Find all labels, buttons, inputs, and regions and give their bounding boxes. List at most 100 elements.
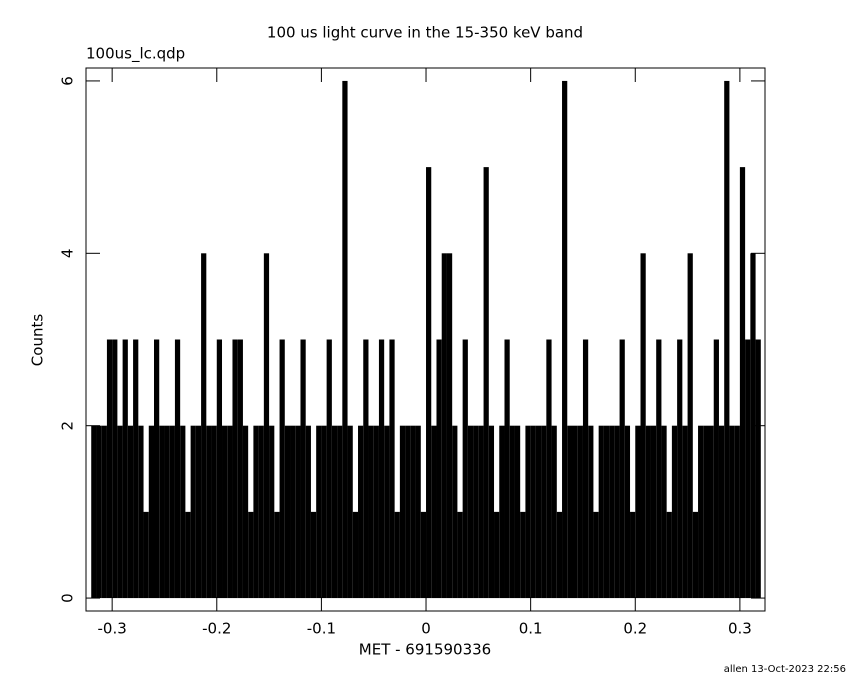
bar — [96, 425, 102, 599]
bars — [91, 80, 761, 599]
bar — [378, 339, 385, 599]
bar — [284, 425, 291, 599]
bar — [588, 425, 594, 599]
bar — [274, 511, 280, 599]
bar — [703, 425, 709, 599]
bar — [258, 425, 264, 599]
bar — [462, 339, 468, 599]
bar — [687, 253, 693, 599]
bar — [394, 511, 400, 599]
bar — [180, 425, 186, 599]
bar — [666, 511, 672, 599]
bar — [457, 511, 463, 599]
bar — [112, 339, 118, 599]
bar — [195, 425, 202, 599]
bar — [718, 425, 725, 599]
bar — [159, 425, 165, 599]
bar — [373, 425, 379, 599]
bar — [724, 80, 730, 599]
bar — [384, 425, 390, 599]
bar — [614, 425, 620, 599]
bar — [692, 511, 699, 599]
bar — [436, 339, 442, 599]
bar — [567, 425, 573, 599]
bar — [206, 425, 212, 599]
chart-title: 100 us light curve in the 15-350 keV ban… — [267, 24, 583, 42]
bar — [535, 425, 542, 599]
bar — [682, 425, 688, 599]
bar — [556, 511, 563, 599]
bar — [473, 425, 479, 599]
bar — [368, 425, 374, 599]
bar — [352, 511, 359, 599]
bar — [190, 425, 196, 599]
x-tick-label: 0.2 — [623, 620, 647, 638]
bar — [504, 339, 510, 599]
x-tick-label: 0.3 — [728, 620, 752, 638]
bar — [755, 339, 761, 599]
x-tick-label: 0.1 — [519, 620, 543, 638]
bar — [441, 253, 447, 599]
bar — [410, 425, 416, 599]
bar — [399, 425, 406, 599]
bar — [483, 167, 489, 599]
bar — [572, 425, 578, 599]
bar — [582, 339, 589, 599]
y-tick-label: 0 — [59, 593, 77, 603]
bar — [609, 425, 615, 599]
bar — [227, 425, 233, 599]
bar — [133, 339, 139, 599]
bar — [143, 511, 149, 599]
bar — [426, 167, 432, 599]
bar — [671, 425, 678, 599]
bar — [389, 339, 395, 599]
bar — [734, 425, 740, 599]
bar — [598, 425, 604, 599]
bar — [222, 425, 228, 599]
bar — [729, 425, 735, 599]
y-tick-label: 4 — [59, 249, 77, 259]
y-tick-label: 2 — [59, 421, 77, 431]
bar — [148, 425, 155, 599]
bar — [331, 425, 338, 599]
bar — [295, 425, 301, 599]
bar — [446, 253, 453, 599]
x-tick-label: -0.3 — [98, 620, 127, 638]
bar — [650, 425, 657, 599]
bar — [713, 339, 719, 599]
bar — [321, 425, 327, 599]
x-axis-label: MET - 691590336 — [359, 641, 491, 659]
bar — [509, 425, 515, 599]
bar — [541, 425, 547, 599]
bar — [635, 425, 641, 599]
bar — [530, 425, 536, 599]
bar — [242, 425, 249, 599]
bar — [698, 425, 704, 599]
bar — [514, 425, 521, 599]
bar — [645, 425, 651, 599]
bar — [525, 425, 531, 599]
bar — [739, 167, 746, 599]
bar — [467, 425, 474, 599]
bar — [169, 425, 175, 599]
x-tick-label: 0 — [421, 620, 431, 638]
bar — [174, 339, 181, 599]
bar — [499, 425, 505, 599]
bar — [677, 339, 683, 599]
bar — [551, 425, 557, 599]
bar — [546, 339, 552, 599]
bar — [305, 425, 311, 599]
bar — [101, 425, 107, 599]
bar — [248, 511, 254, 599]
bar — [300, 339, 306, 599]
bar — [363, 339, 369, 599]
bar — [138, 425, 144, 599]
bar — [661, 425, 667, 599]
bar — [347, 425, 353, 599]
bar — [656, 339, 662, 599]
bar — [478, 425, 484, 599]
bar — [708, 425, 714, 599]
bar — [269, 425, 275, 599]
bar — [216, 339, 223, 599]
bar — [415, 425, 421, 599]
